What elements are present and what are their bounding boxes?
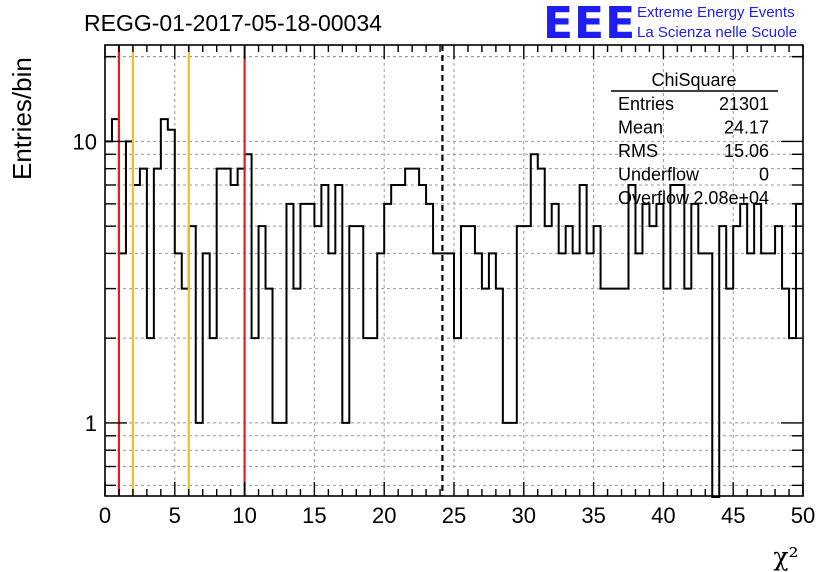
logo-line-2: La Scienza nelle Scuole — [637, 24, 798, 41]
eee-logo: EEE — [543, 0, 637, 49]
x-axis-label: χ² — [773, 542, 798, 571]
run-title: REGG-01-2017-05-18-00034 — [84, 10, 382, 36]
stats-value: 2.08e+04 — [693, 188, 769, 208]
stats-label: Entries — [618, 94, 674, 114]
x-tick-label: 50 — [791, 503, 815, 528]
stats-value: 21301 — [719, 94, 769, 114]
stats-value: 0 — [759, 165, 769, 185]
stats-label: Underflow — [618, 165, 700, 185]
y-tick-label: 1 — [85, 411, 97, 436]
x-tick-label: 15 — [302, 503, 326, 528]
histogram-outline — [105, 118, 803, 498]
x-tick-label: 5 — [169, 503, 181, 528]
stats-label: Mean — [618, 118, 663, 138]
stats-value: 15.06 — [724, 141, 769, 161]
x-tick-label: 35 — [581, 503, 605, 528]
x-tick-label: 40 — [651, 503, 675, 528]
x-tick-label: 0 — [99, 503, 111, 528]
x-tick-label: 10 — [232, 503, 256, 528]
logo-line-1: Extreme Energy Events — [637, 4, 795, 21]
stats-box: ChiSquare Entries 21301 Mean 24.17 RMS 15.06 U… — [611, 70, 778, 208]
axes: 0 5 10 15 20 25 30 35 40 45 50 1 10 — [73, 45, 815, 528]
x-tick-label: 45 — [721, 503, 745, 528]
y-axis-label: Entries/bin — [7, 57, 37, 180]
stats-title: ChiSquare — [651, 70, 736, 90]
stats-value: 24.17 — [724, 118, 769, 138]
y-tick-label: 10 — [73, 129, 97, 154]
reference-lines — [117, 45, 444, 496]
x-tick-label: 30 — [512, 503, 536, 528]
x-tick-label: 25 — [442, 503, 466, 528]
x-tick-label: 20 — [372, 503, 396, 528]
stats-label: Overflow — [618, 188, 690, 208]
stats-label: RMS — [618, 141, 658, 161]
